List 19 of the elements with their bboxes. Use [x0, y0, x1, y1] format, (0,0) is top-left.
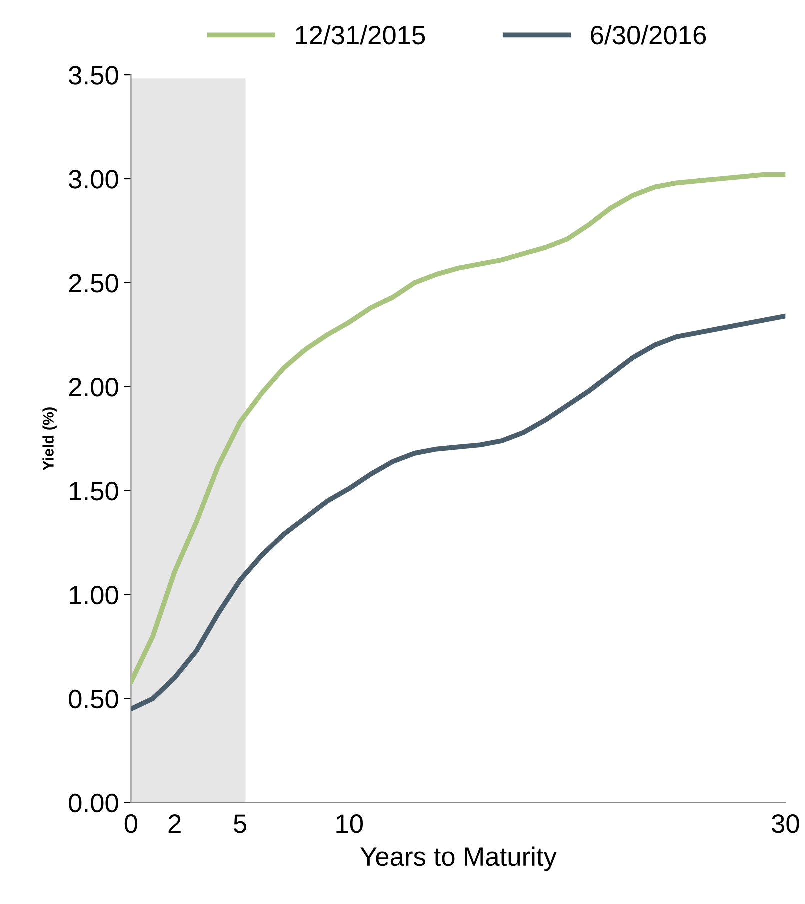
y-axis-title: Yield (%) — [42, 408, 57, 471]
line-series — [131, 172, 786, 685]
x-tick-label: 2 — [168, 814, 181, 833]
y-tick-label: 3.00 — [69, 170, 118, 189]
x-axis-title: Years to Maturity — [360, 846, 557, 872]
legend-label: 6/30/2016 — [591, 25, 706, 45]
legend-label: 12/31/2015 — [296, 25, 426, 45]
y-tick-label: 0.50 — [69, 690, 118, 709]
x-tick-label: 10 — [336, 814, 364, 834]
x-tick-label: 0 — [124, 814, 138, 834]
y-tick-label: 2.50 — [69, 274, 118, 293]
x-tick-label: 5 — [234, 814, 247, 834]
line-series — [131, 314, 786, 712]
y-tick-label: 1.00 — [70, 586, 118, 605]
y-tick-label: 0.00 — [69, 794, 118, 813]
y-tick-label: 3.50 — [69, 66, 118, 85]
y-tick-label: 1.50 — [70, 482, 118, 501]
y-tick-label: 2.00 — [69, 378, 118, 397]
x-tick-label: 30 — [772, 814, 800, 834]
